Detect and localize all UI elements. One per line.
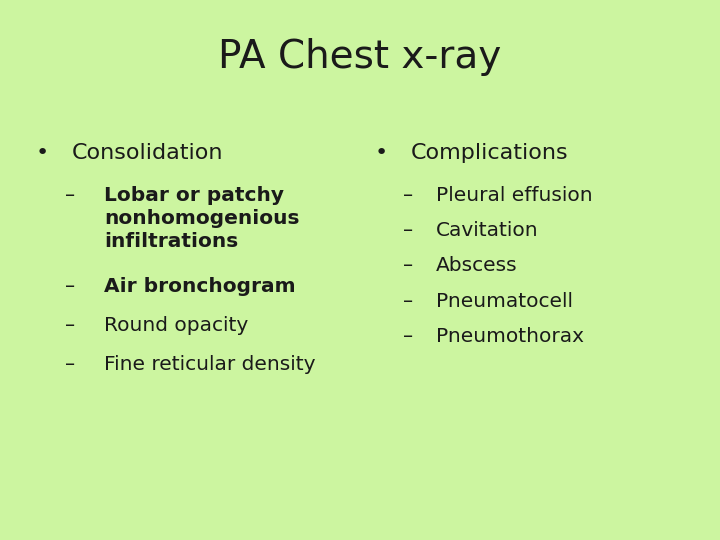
Text: Pleural effusion: Pleural effusion (436, 186, 593, 205)
Text: –: – (403, 221, 413, 240)
Text: –: – (403, 186, 413, 205)
Text: Round opacity: Round opacity (104, 316, 248, 335)
Text: •: • (36, 143, 49, 163)
Text: –: – (65, 277, 75, 296)
Text: Lobar or patchy
nonhomogenious
infiltrations: Lobar or patchy nonhomogenious infiltrat… (104, 186, 300, 251)
Text: Pneumothorax: Pneumothorax (436, 327, 584, 346)
Text: Complications: Complications (410, 143, 568, 163)
Text: –: – (403, 327, 413, 346)
Text: Pneumatocell: Pneumatocell (436, 292, 572, 310)
Text: Abscess: Abscess (436, 256, 517, 275)
Text: –: – (65, 355, 75, 374)
Text: –: – (65, 186, 75, 205)
Text: PA Chest x-ray: PA Chest x-ray (218, 38, 502, 76)
Text: Air bronchogram: Air bronchogram (104, 277, 296, 296)
Text: –: – (65, 316, 75, 335)
Text: Fine reticular density: Fine reticular density (104, 355, 316, 374)
Text: –: – (403, 292, 413, 310)
Text: •: • (374, 143, 387, 163)
Text: Cavitation: Cavitation (436, 221, 539, 240)
Text: –: – (403, 256, 413, 275)
Text: Consolidation: Consolidation (72, 143, 223, 163)
